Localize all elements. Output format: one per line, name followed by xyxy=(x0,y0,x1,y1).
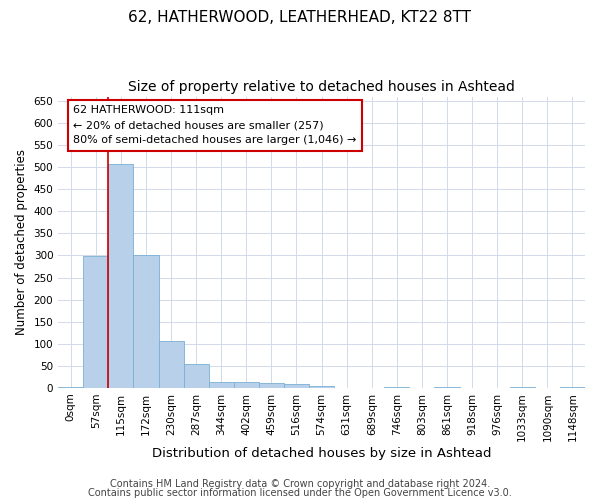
Bar xyxy=(83,256,109,388)
Bar xyxy=(259,382,284,388)
Bar xyxy=(284,384,309,388)
Text: 62, HATHERWOOD, LEATHERHEAD, KT22 8TT: 62, HATHERWOOD, LEATHERHEAD, KT22 8TT xyxy=(128,10,472,25)
Text: Contains public sector information licensed under the Open Government Licence v3: Contains public sector information licen… xyxy=(88,488,512,498)
Text: Contains HM Land Registry data © Crown copyright and database right 2024.: Contains HM Land Registry data © Crown c… xyxy=(110,479,490,489)
Bar xyxy=(184,364,209,388)
Text: 62 HATHERWOOD: 111sqm
← 20% of detached houses are smaller (257)
80% of semi-det: 62 HATHERWOOD: 111sqm ← 20% of detached … xyxy=(73,106,356,145)
Bar xyxy=(385,387,409,388)
Title: Size of property relative to detached houses in Ashtead: Size of property relative to detached ho… xyxy=(128,80,515,94)
Bar xyxy=(133,255,158,388)
Bar xyxy=(309,386,334,388)
Bar xyxy=(234,382,259,388)
Bar xyxy=(560,387,585,388)
Bar xyxy=(510,387,535,388)
X-axis label: Distribution of detached houses by size in Ashtead: Distribution of detached houses by size … xyxy=(152,447,491,460)
Y-axis label: Number of detached properties: Number of detached properties xyxy=(15,149,28,335)
Bar xyxy=(158,340,184,388)
Bar xyxy=(58,387,83,388)
Bar xyxy=(109,164,133,388)
Bar xyxy=(209,382,234,388)
